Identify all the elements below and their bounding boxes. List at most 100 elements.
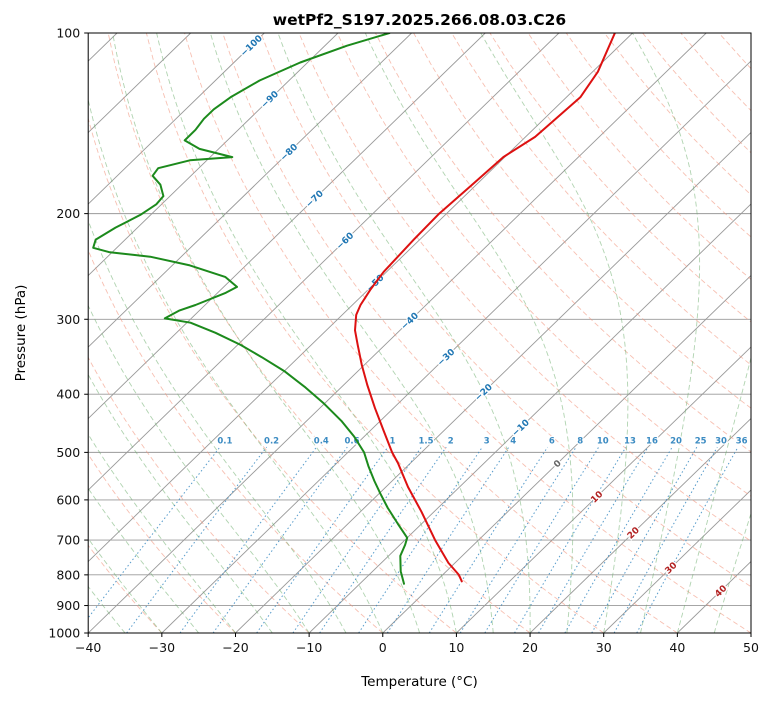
x-tick-label: 0 — [379, 640, 387, 655]
moist-adiabat-line — [88, 487, 200, 633]
moist-adiabat-line — [112, 33, 421, 633]
mixing-ratio-line — [88, 446, 221, 619]
y-tick-label: 800 — [56, 567, 80, 582]
dry-adiabat-line — [374, 33, 751, 453]
dry-adiabat-line — [184, 33, 678, 633]
temperature-curve — [354, 33, 616, 583]
dry-adiabat-line — [222, 33, 751, 633]
x-tick-label: 20 — [522, 640, 538, 655]
isotherm-line — [88, 33, 486, 420]
mixing-ratio-line — [564, 446, 673, 633]
dry-adiabat-line — [88, 249, 384, 633]
y-tick-label: 600 — [56, 492, 80, 507]
isotherm-line — [88, 33, 412, 348]
dry-adiabat-line — [88, 544, 163, 633]
isotherm-label: 20 — [626, 526, 642, 542]
mixing-ratio-line — [256, 446, 389, 633]
isotherm-label: −80 — [279, 142, 300, 163]
mixing-ratio-label: 1 — [389, 437, 395, 447]
mixing-ratio-label: 0.2 — [264, 437, 279, 447]
moist-adiabat-line — [209, 33, 494, 633]
x-tick-label: 10 — [448, 640, 464, 655]
x-axis-label: Temperature (°C) — [361, 674, 478, 690]
mixing-ratio-label: 0.4 — [314, 437, 329, 447]
mixing-ratio-label: 10 — [597, 437, 609, 447]
mixing-ratio-label: 25 — [695, 437, 707, 447]
mixing-ratio-label: 13 — [624, 437, 636, 447]
y-tick-label: 500 — [56, 445, 80, 460]
moist-adiabat-line — [88, 373, 273, 633]
mixing-ratio-line — [126, 446, 267, 633]
moist-adiabat-line — [676, 355, 751, 633]
y-axis-label: Pressure (hPa) — [13, 284, 29, 382]
mixing-ratio-line — [179, 446, 317, 633]
moist-adiabat-line — [632, 33, 701, 633]
dry-adiabat-line — [88, 117, 457, 633]
dry-adiabat-line — [757, 33, 775, 633]
isotherm-label: −90 — [260, 90, 281, 111]
isotherm-line — [88, 33, 560, 491]
mixing-ratio-line — [319, 446, 447, 633]
background-grid — [88, 33, 775, 633]
isotherm-line — [308, 203, 751, 633]
isotherm-label: −60 — [335, 231, 356, 252]
isotherm-line — [456, 346, 751, 633]
isotherm-label: −10 — [510, 418, 531, 439]
mixing-ratio-line — [386, 446, 510, 633]
isotherm-line — [88, 33, 265, 205]
isotherm-label: −70 — [304, 189, 325, 210]
mixing-ratio-line — [514, 446, 627, 633]
moist-adiabat-line — [88, 219, 347, 633]
isotherm-label: −100 — [239, 34, 265, 59]
mixing-ratio-label: 2 — [448, 437, 454, 447]
mixing-ratio-line — [591, 446, 698, 633]
y-tick-label: 100 — [56, 26, 80, 41]
moist-adiabat-line — [480, 33, 629, 633]
dry-adiabat-line — [680, 33, 751, 112]
line-labels: 0.1 0.2 0.4 0.6 1 1.5 2 3 4 6 8 10 13 16 20 25 30 36−100−… — [216, 33, 749, 601]
dewpoint-curve — [92, 33, 409, 585]
mixing-ratio-label: 1.5 — [418, 437, 433, 447]
isotherm-line — [603, 489, 751, 633]
mixing-ratio-line — [358, 446, 483, 633]
isotherm-line — [750, 632, 751, 633]
isotherm-label: −30 — [436, 347, 457, 368]
mixing-ratio-label: 8 — [577, 437, 583, 447]
mixing-ratio-line — [484, 446, 600, 633]
x-tick-label: −10 — [296, 640, 322, 655]
isotherm-line — [161, 60, 751, 633]
dry-adiabat-line — [336, 33, 751, 497]
dry-adiabat-line — [451, 33, 751, 366]
x-tick-label: 50 — [743, 640, 759, 655]
dry-adiabat-line — [642, 33, 751, 154]
dry-adiabat-line — [107, 33, 531, 633]
isotherm-line — [88, 33, 707, 633]
x-tick-label: 40 — [669, 640, 685, 655]
moist-adiabat-line — [364, 33, 574, 633]
mixing-ratio-label: 6 — [549, 437, 555, 447]
dry-adiabat-line — [260, 33, 751, 588]
isotherm-line — [382, 274, 751, 633]
axes: −40 −30 −20 −10 0 10 20 30 40 5010020030040050060… — [48, 26, 759, 656]
x-tick-label: −40 — [75, 640, 101, 655]
x-tick-label: −30 — [149, 640, 175, 655]
mixing-ratio-label: 36 — [736, 437, 748, 447]
dry-adiabat-line — [413, 33, 751, 409]
isotherm-line — [88, 33, 339, 277]
mixing-ratio-label: 20 — [670, 437, 682, 447]
mixing-ratio-line — [212, 446, 348, 633]
isotherm-line — [529, 417, 751, 633]
isotherm-label: −20 — [473, 382, 494, 403]
y-tick-label: 300 — [56, 312, 80, 327]
mixing-ratio-label: 16 — [646, 437, 658, 447]
mixing-ratio-line — [292, 446, 422, 633]
isotherm-label: 10 — [589, 490, 605, 506]
isotherm-label: −40 — [400, 311, 421, 332]
moist-adiabat-line — [277, 33, 531, 633]
dry-adiabat-line — [604, 33, 751, 196]
dry-adiabat-line — [565, 33, 751, 238]
y-tick-label: 900 — [56, 598, 80, 613]
mixing-ratio-line — [538, 446, 649, 633]
